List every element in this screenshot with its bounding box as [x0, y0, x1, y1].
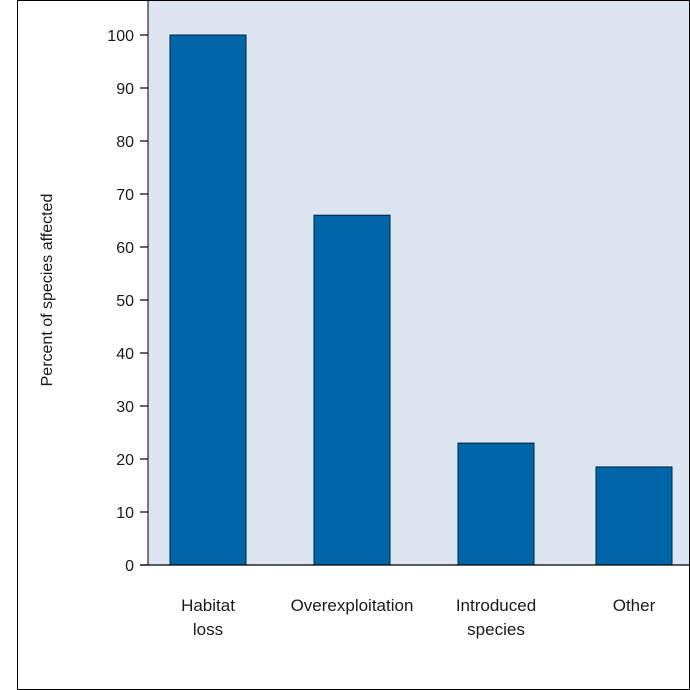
x-category-label-line: Introduced	[456, 596, 536, 615]
bar	[169, 34, 247, 566]
bar	[595, 466, 673, 566]
y-tick-label: 80	[116, 134, 134, 151]
y-tick-label: 50	[116, 293, 134, 310]
y-tick-label: 70	[116, 187, 134, 204]
y-tick-label: 60	[116, 240, 134, 257]
x-category-label: Habitat loss	[181, 596, 235, 639]
y-tick-label: 90	[116, 81, 134, 98]
y-tick-label: 30	[116, 399, 134, 416]
y-tick-label: 10	[116, 505, 134, 522]
x-category-label-line: Habitat	[181, 596, 235, 615]
y-tick-label: 40	[116, 346, 134, 363]
bar	[457, 442, 535, 566]
y-axis-title: Percent of species affected	[39, 194, 56, 387]
x-category-label: Overexploitation	[291, 596, 414, 615]
x-category-label-line: Other	[613, 596, 656, 615]
x-category-label: Other	[613, 596, 656, 615]
x-axis-labels: Habitat loss Overexploitation Introduced spe…	[181, 596, 656, 639]
y-axis: 0 10 20 30 40 50 60 70 80 90 100	[107, 28, 148, 575]
y-tick-label: 0	[125, 558, 134, 575]
x-category-label-line: species	[467, 620, 525, 639]
x-category-label-line: Overexploitation	[291, 596, 414, 615]
x-category-label: Introduced species	[456, 596, 536, 639]
y-tick-label: 20	[116, 452, 134, 469]
y-tick-label: 100	[107, 28, 134, 45]
bar	[313, 214, 391, 566]
x-category-label-line: loss	[193, 620, 223, 639]
